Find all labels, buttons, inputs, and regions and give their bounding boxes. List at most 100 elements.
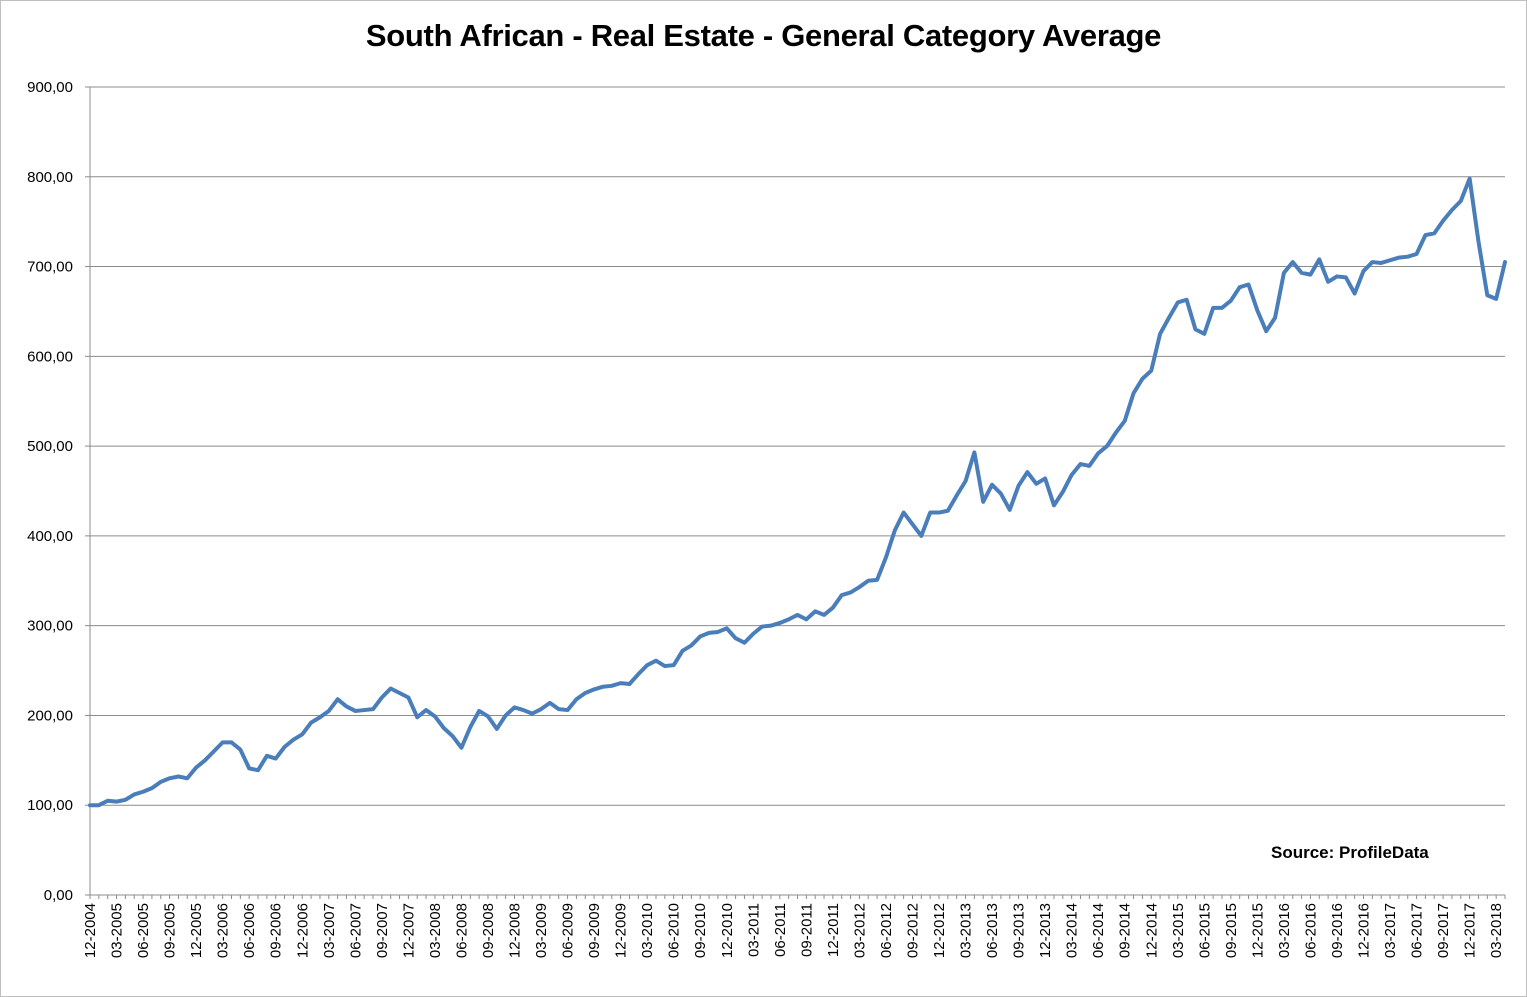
data-point [849,590,853,594]
data-point [1370,260,1374,264]
data-point [97,803,101,807]
x-tick-label: 12-2011 [825,903,842,957]
data-point [636,672,640,676]
data-point [115,800,119,804]
x-tick-label: 03-2009 [533,903,550,958]
data-point [459,746,463,750]
data-point [1423,233,1427,237]
data-point [150,786,154,790]
data-point [380,695,384,699]
data-point [344,704,348,708]
data-point [433,714,437,718]
data-point [1229,299,1233,303]
data-point [1468,177,1472,181]
y-tick-label: 700,00 [27,259,73,276]
x-tick-label: 09-2008 [480,903,497,958]
data-point [291,738,295,742]
data-point [1379,261,1383,265]
data-point [919,534,923,538]
x-tick-label: 09-2011 [798,903,815,957]
x-tick-label: 06-2005 [135,903,152,958]
data-point [663,664,667,668]
y-tick-label: 400,00 [27,528,73,545]
data-point [504,713,508,717]
data-point [451,734,455,738]
data-point [106,799,110,803]
x-tick-label: 06-2010 [666,903,683,958]
data-point [1043,476,1047,480]
x-tick-label: 06-2014 [1090,903,1107,958]
x-tick-label: 06-2013 [984,903,1001,958]
data-point [884,555,888,559]
x-tick-label: 03-2005 [109,903,126,958]
x-tick-label: 12-2006 [294,903,311,958]
data-point [857,585,861,589]
data-point [309,721,313,725]
data-point [999,492,1003,496]
data-point [866,579,870,583]
data-point [371,707,375,711]
y-tick-label: 200,00 [27,707,73,724]
data-point [1087,464,1091,468]
x-tick-label: 12-2016 [1356,903,1373,958]
x-tick-label: 03-2017 [1382,903,1399,958]
data-point [318,715,322,719]
data-point [1220,306,1224,310]
chart-title: South African - Real Estate - General Ca… [365,18,1162,53]
data-point [910,522,914,526]
x-tick-label: 09-2012 [904,903,921,958]
data-point [707,631,711,635]
data-point [1149,369,1153,373]
data-point [1476,239,1480,243]
data-point [1264,329,1268,333]
x-tick-label: 12-2014 [1143,903,1160,958]
data-point [274,757,278,761]
data-point [530,712,534,716]
data-point [415,715,419,719]
data-point [548,701,552,705]
data-point [734,636,738,640]
data-point [486,714,490,718]
data-point [362,708,366,712]
y-tick-label: 300,00 [27,618,73,635]
data-point [159,780,163,784]
data-point [601,685,605,689]
data-point [247,766,251,770]
data-point [955,493,959,497]
x-tick-label: 12-2004 [82,903,99,958]
data-point [1388,258,1392,262]
data-point [1335,274,1339,278]
data-point [610,684,614,688]
data-point [221,740,225,744]
x-tick-label: 12-2015 [1249,903,1266,958]
x-tick-label: 03-2013 [958,903,975,958]
data-point [212,749,216,753]
x-tick-label: 12-2017 [1462,903,1479,958]
x-tick-labels: 12-2004 03-2005 06-2005 09-2005 12-2005 03-20… [82,903,1505,958]
x-tick-label: 09-2007 [374,903,391,958]
data-point [495,727,499,731]
data-point [725,626,729,630]
y-tick-label: 900,00 [27,79,73,96]
x-tick-label: 06-2007 [347,903,364,958]
data-point [592,687,596,691]
data-point [1300,271,1304,275]
x-tick-label: 03-2008 [427,903,444,958]
data-point [300,732,304,736]
data-point [902,511,906,515]
gridlines [90,86,1505,806]
data-point [1406,255,1410,259]
x-tick-label: 06-2011 [772,903,789,957]
data-point [1070,473,1074,477]
data-point [875,578,879,582]
data-point [327,709,331,713]
data-point [1238,285,1242,289]
data-point [1193,327,1197,331]
axes [85,86,1506,899]
data-point [513,705,517,709]
data-point [937,511,941,515]
data-point [1282,271,1286,275]
data-point [353,709,357,713]
data-point [442,726,446,730]
